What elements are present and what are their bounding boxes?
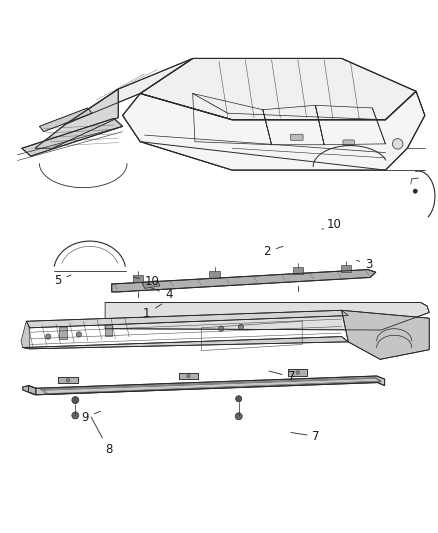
Circle shape	[219, 326, 224, 332]
Bar	[293, 268, 303, 274]
Polygon shape	[28, 376, 385, 395]
Polygon shape	[179, 373, 198, 379]
Polygon shape	[39, 108, 92, 132]
Circle shape	[392, 139, 403, 149]
Bar	[133, 275, 143, 282]
Polygon shape	[142, 280, 160, 288]
Polygon shape	[35, 89, 118, 148]
Text: 3: 3	[357, 258, 372, 271]
Text: 7: 7	[269, 370, 295, 383]
Circle shape	[235, 413, 242, 420]
Text: 7: 7	[291, 430, 320, 443]
Polygon shape	[39, 135, 79, 149]
Text: 5: 5	[54, 274, 71, 287]
Circle shape	[236, 395, 242, 402]
Circle shape	[76, 332, 81, 337]
Polygon shape	[23, 386, 36, 395]
FancyBboxPatch shape	[343, 140, 354, 146]
Text: 9: 9	[81, 411, 100, 424]
Text: 1: 1	[143, 304, 162, 320]
Polygon shape	[21, 321, 30, 349]
Polygon shape	[26, 310, 348, 328]
Polygon shape	[66, 59, 193, 124]
Polygon shape	[342, 310, 429, 359]
Bar	[209, 271, 220, 278]
Circle shape	[413, 189, 417, 193]
Circle shape	[72, 412, 79, 419]
Text: 10: 10	[133, 276, 160, 288]
Polygon shape	[58, 377, 78, 383]
Text: 4: 4	[151, 288, 173, 301]
Polygon shape	[112, 270, 376, 292]
Polygon shape	[105, 302, 429, 330]
Text: 8: 8	[91, 417, 112, 456]
Circle shape	[46, 334, 51, 339]
Circle shape	[72, 397, 79, 403]
Bar	[341, 265, 351, 272]
Polygon shape	[140, 59, 416, 120]
Bar	[59, 327, 67, 339]
Polygon shape	[23, 336, 348, 349]
Text: 2: 2	[263, 245, 283, 258]
Polygon shape	[22, 118, 123, 156]
Polygon shape	[123, 91, 425, 170]
Text: 10: 10	[322, 219, 341, 231]
Circle shape	[187, 374, 190, 378]
Circle shape	[66, 378, 70, 382]
Polygon shape	[288, 369, 307, 376]
Bar	[105, 325, 112, 336]
Circle shape	[296, 371, 300, 374]
Circle shape	[238, 324, 244, 329]
FancyBboxPatch shape	[290, 134, 303, 140]
